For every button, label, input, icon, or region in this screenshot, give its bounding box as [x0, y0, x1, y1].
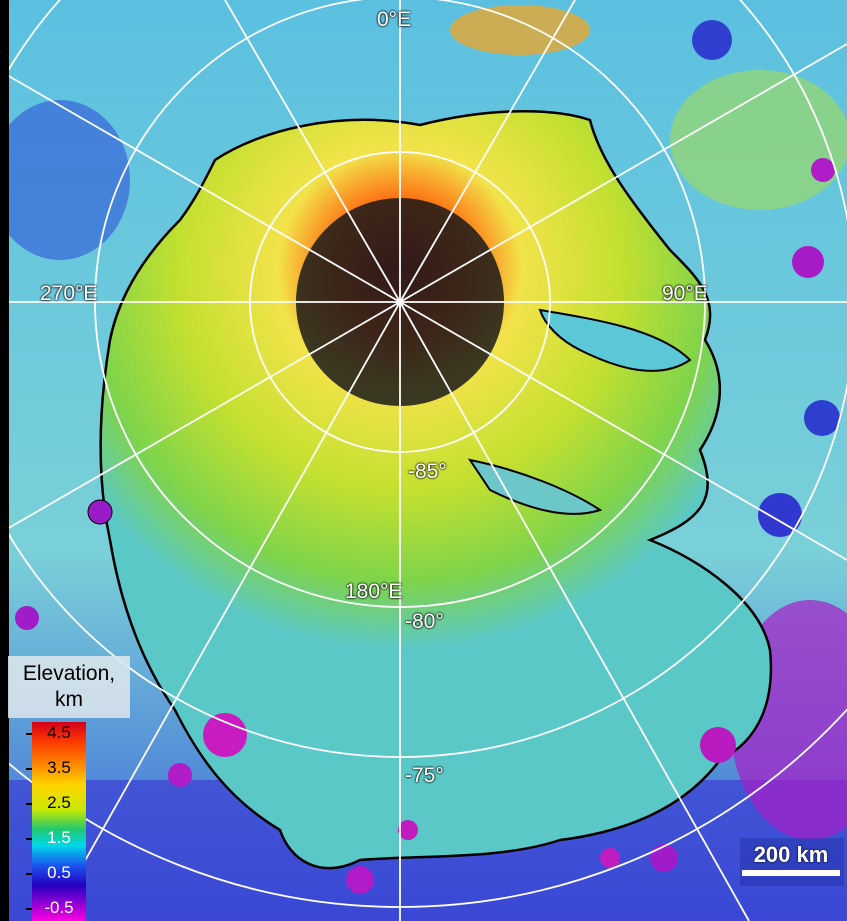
- scalebar: 200 km: [740, 838, 842, 888]
- legend-tickmark: [26, 873, 32, 875]
- legend-tickmark: [26, 733, 32, 735]
- crater: [650, 844, 678, 872]
- latitude-label-80: -80°: [405, 610, 444, 633]
- legend-tickmark: [26, 908, 32, 910]
- legend-tick: 3.5: [47, 758, 71, 777]
- scalebar-label: 200 km: [753, 842, 829, 867]
- longitude-label-270E: 270°E: [40, 282, 98, 305]
- legend-colorbar: 4.5 3.5 2.5 1.5 0.5 -0.5: [26, 722, 86, 921]
- lowland-left: [0, 100, 130, 260]
- legend-tickmark: [26, 838, 32, 840]
- crater: [168, 763, 192, 787]
- longitude-label-90E: 90°E: [662, 282, 708, 305]
- scalebar-line: [742, 870, 840, 876]
- scalebar-background: [740, 838, 844, 886]
- longitude-label-180E: 180°E: [345, 580, 403, 603]
- latitude-label-85: -85°: [408, 460, 447, 483]
- deposit-embayment: [538, 308, 692, 372]
- highland-right: [670, 70, 847, 210]
- crater: [203, 713, 247, 757]
- legend-title-line2: km: [55, 688, 83, 711]
- legend-tick: 4.5: [47, 723, 71, 742]
- legend-tick: -0.5: [44, 898, 74, 917]
- crater: [792, 246, 824, 278]
- highland-top: [450, 5, 590, 55]
- longitude-label-0E: 0°E: [377, 8, 412, 31]
- legend-tick: 1.5: [47, 828, 71, 847]
- legend-title-line1: Elevation,: [22, 662, 116, 685]
- crater: [804, 400, 840, 436]
- crater: [692, 20, 732, 60]
- legend-tick: 2.5: [47, 793, 71, 812]
- crater: [398, 820, 418, 840]
- legend-tickmark: [26, 768, 32, 770]
- elevation-legend: Elevation, km 4.5 3.5 2.5 1.5 0.5 -0.5: [8, 656, 130, 921]
- crater: [600, 848, 620, 868]
- crater: [700, 727, 736, 763]
- legend-title: Elevation, km: [8, 656, 130, 718]
- crater: [811, 158, 835, 182]
- crater: [87, 499, 113, 525]
- crater: [346, 866, 374, 894]
- latitude-label-75: -75°: [405, 764, 444, 787]
- crater: [758, 493, 802, 537]
- legend-tickmark: [26, 803, 32, 805]
- left-edge-strip: [0, 0, 9, 921]
- deposit-trough: [467, 458, 603, 515]
- crater: [15, 606, 39, 630]
- legend-tick: 0.5: [47, 863, 71, 882]
